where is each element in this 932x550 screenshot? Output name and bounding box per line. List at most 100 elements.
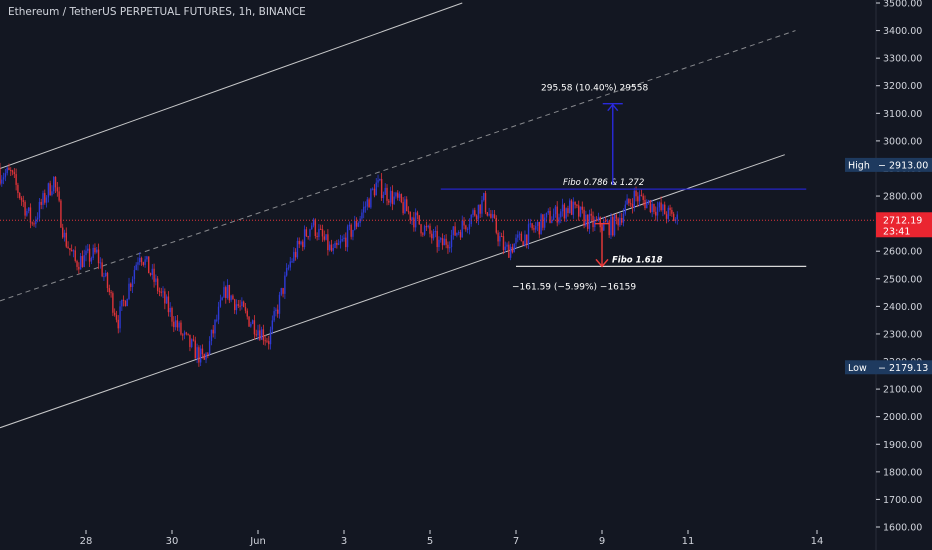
candle-body	[468, 224, 471, 229]
candle-body	[646, 201, 648, 209]
time-tick-label: Jun	[249, 536, 266, 547]
candle-body	[31, 222, 33, 224]
candle-body	[117, 319, 119, 329]
time-tick-label: 14	[811, 536, 824, 547]
candle-body	[357, 223, 360, 227]
candle-body	[413, 217, 415, 228]
candle-body	[346, 226, 349, 248]
candle-body	[364, 206, 367, 208]
candle-body	[296, 240, 299, 258]
candle-body	[655, 211, 657, 216]
candle-body	[506, 244, 508, 247]
candle-body	[422, 233, 424, 235]
candle-body	[278, 294, 281, 314]
candle-body	[115, 314, 118, 320]
current-price-timer: 23:41	[883, 226, 910, 237]
candle-body	[628, 198, 630, 204]
candle-body	[626, 198, 628, 205]
down-arrow-icon	[595, 258, 609, 268]
trendline-channel-lower	[0, 154, 785, 429]
candle-body	[2, 177, 5, 180]
candle-body	[608, 221, 610, 236]
candle-body	[56, 187, 59, 192]
candle-body	[570, 200, 573, 215]
candle-body	[612, 216, 614, 236]
candle-body	[187, 333, 189, 335]
price-tick-label: 3200.00	[883, 81, 922, 92]
time-axis[interactable]: 28 30 Jun 3 5 7 9 11 14	[80, 530, 824, 547]
time-tick-label: 28	[80, 536, 93, 547]
candle-body	[341, 239, 343, 241]
lower-measure-label: −161.59 (−5.99%) −16159	[512, 282, 636, 292]
candle-body	[386, 187, 388, 201]
candle-body	[58, 191, 60, 201]
candle-body	[36, 217, 39, 220]
candle-body	[438, 239, 440, 248]
candle-body	[642, 195, 644, 200]
price-tick-label: 1600.00	[883, 523, 922, 534]
candle-body	[497, 232, 499, 242]
candle-body	[325, 234, 327, 240]
candle-body	[377, 180, 379, 183]
price-tick-label: 2300.00	[883, 329, 922, 340]
candle-body	[354, 220, 356, 230]
candle-body	[285, 268, 288, 276]
candle-body	[527, 224, 530, 245]
candle-body	[17, 184, 19, 194]
candle-body	[402, 202, 404, 214]
candle-body	[595, 219, 598, 221]
candle-body	[128, 283, 130, 299]
candle-body	[155, 278, 157, 282]
candle-body	[255, 334, 257, 336]
candle-body	[637, 196, 639, 202]
candle-body	[232, 295, 234, 300]
candle-body	[205, 353, 207, 360]
candle-body	[492, 214, 494, 218]
candle-body	[493, 214, 496, 218]
candle-body	[250, 323, 252, 327]
candle-body	[33, 223, 35, 225]
candle-body	[20, 197, 23, 201]
candle-body	[83, 255, 85, 268]
candle-body	[248, 316, 250, 327]
candle-body	[135, 264, 137, 270]
candle-body	[554, 206, 557, 215]
candle-body	[246, 310, 248, 317]
candle-body	[178, 322, 180, 328]
candle-body	[622, 213, 625, 223]
candle-body	[212, 329, 214, 334]
candle-body	[131, 279, 134, 288]
low-tag-label: Low	[848, 363, 867, 374]
candle-body	[142, 262, 145, 265]
candle-body	[640, 194, 643, 196]
price-axis-bg	[876, 0, 932, 550]
candle-body	[54, 176, 57, 188]
candle-body	[298, 240, 300, 245]
candle-body	[443, 238, 446, 246]
price-tick-label: 2800.00	[883, 192, 922, 203]
candle-body	[169, 307, 171, 313]
price-tick-label: 3400.00	[883, 26, 922, 37]
candle-body	[423, 226, 426, 235]
candle-body	[647, 200, 650, 202]
candle-body	[481, 200, 483, 214]
candle-body	[47, 183, 50, 198]
candle-body	[4, 173, 7, 178]
candle-body	[409, 211, 411, 221]
candle-body	[97, 249, 100, 264]
candle-body	[327, 234, 329, 251]
candle-body	[588, 213, 591, 229]
candle-body	[533, 228, 535, 230]
candle-body	[160, 291, 162, 293]
candle-body	[38, 201, 41, 218]
candle-body	[431, 233, 433, 239]
candle-body	[345, 237, 347, 248]
candle-body	[633, 190, 635, 208]
candle-body	[603, 221, 605, 231]
candle-body	[8, 167, 10, 170]
candle-body	[483, 193, 485, 201]
price-axis[interactable]: 1600.00 1700.00 1800.00 1900.00 2000.00 2100.…	[845, 0, 932, 550]
candle-body	[592, 215, 594, 228]
candle-body	[470, 214, 472, 225]
